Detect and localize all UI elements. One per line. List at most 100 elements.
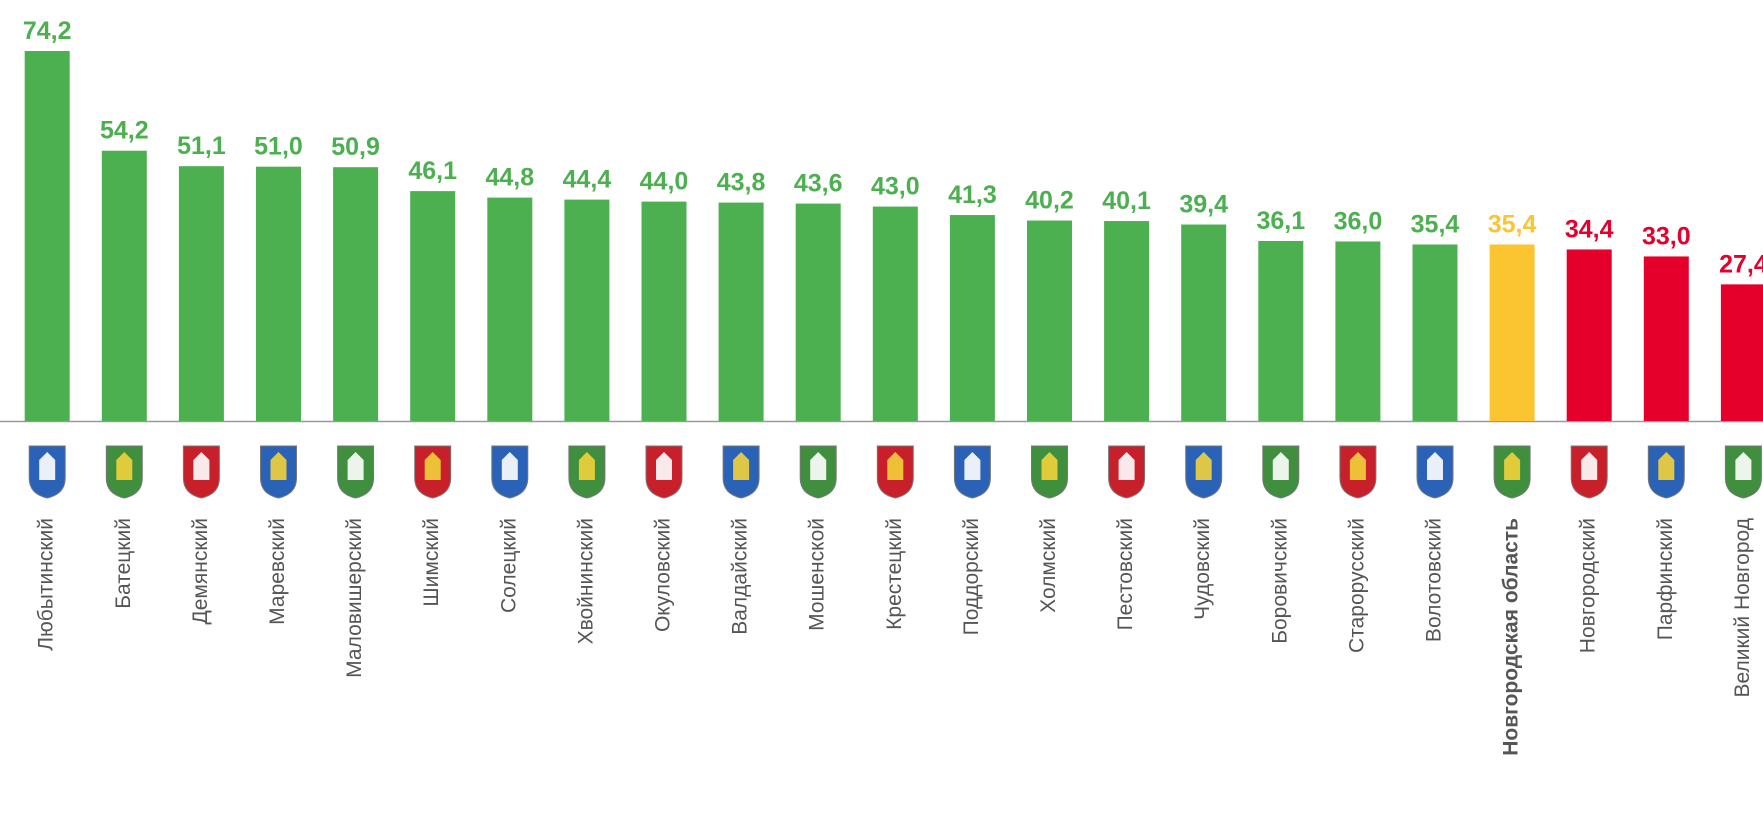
emblem xyxy=(28,445,66,499)
emblem-figure xyxy=(1272,452,1289,480)
emblem-figure xyxy=(347,452,364,480)
emblem-figure xyxy=(964,452,981,480)
emblem xyxy=(722,445,760,499)
emblem-figure xyxy=(1658,452,1675,480)
emblem xyxy=(1647,445,1685,499)
category-label: Хвойнинский xyxy=(574,518,597,644)
emblem xyxy=(876,445,914,499)
emblem xyxy=(105,445,143,499)
emblem xyxy=(1570,445,1608,499)
emblem-figure xyxy=(39,452,56,480)
emblem-figure xyxy=(270,452,287,480)
value-label: 51,0 xyxy=(254,133,303,161)
emblem xyxy=(491,445,529,499)
bar xyxy=(718,202,764,421)
bar xyxy=(1258,240,1304,421)
emblem-figure xyxy=(1349,452,1366,480)
emblem xyxy=(1031,445,1068,499)
value-label: 40,2 xyxy=(1025,187,1074,215)
bar xyxy=(795,203,841,421)
emblem-figure xyxy=(1118,452,1135,480)
value-label: 36,0 xyxy=(1334,207,1383,235)
value-label: 39,4 xyxy=(1179,191,1228,219)
value-label: 36,1 xyxy=(1256,207,1305,235)
bar xyxy=(101,150,147,421)
value-label: 51,1 xyxy=(177,132,226,160)
value-label: 46,1 xyxy=(408,157,457,185)
emblem-figure xyxy=(1427,452,1443,480)
category-label: Боровичский xyxy=(1268,518,1291,644)
emblem-figure xyxy=(1735,452,1752,480)
category-label: Парфинский xyxy=(1654,518,1677,640)
emblem-figure xyxy=(1581,452,1598,480)
category-label: Крестецкий xyxy=(883,518,906,630)
emblem xyxy=(182,445,220,499)
category-label: Любытинский xyxy=(35,518,58,651)
bar xyxy=(333,167,379,421)
bar xyxy=(1027,220,1072,421)
category-label: Демянский xyxy=(189,518,212,624)
emblem-figure xyxy=(116,452,133,480)
value-label: 50,9 xyxy=(331,133,380,161)
bar xyxy=(1181,224,1227,421)
category-label: Чудовский xyxy=(1191,518,1214,620)
emblem xyxy=(337,445,375,499)
emblem xyxy=(953,445,991,499)
bar xyxy=(1720,284,1763,421)
bar xyxy=(641,201,687,421)
bar xyxy=(410,191,456,421)
emblem xyxy=(414,445,452,499)
emblem xyxy=(1724,445,1762,499)
category-label: Великий Новгород xyxy=(1731,518,1754,697)
emblem-figure xyxy=(193,452,210,480)
emblem xyxy=(799,445,837,499)
bar xyxy=(1489,244,1535,421)
bar xyxy=(1104,221,1150,421)
bar xyxy=(1412,244,1458,421)
value-label: 44,8 xyxy=(485,164,534,192)
value-label: 35,4 xyxy=(1411,210,1460,238)
emblem xyxy=(260,445,297,499)
value-label: 44,0 xyxy=(640,168,689,196)
emblem-figure xyxy=(656,452,672,480)
value-label: 27,4 xyxy=(1719,250,1763,278)
emblem-figure xyxy=(1195,452,1212,480)
category-label: Поддорский xyxy=(960,518,983,635)
category-label: Новгородский xyxy=(1577,518,1600,653)
emblem-figure xyxy=(501,452,518,480)
bar xyxy=(1643,256,1689,421)
emblem xyxy=(1416,445,1454,499)
value-label: 34,4 xyxy=(1565,215,1614,243)
category-label: Шимский xyxy=(420,518,443,607)
value-label: 43,0 xyxy=(871,173,920,201)
category-label: Валдайский xyxy=(729,518,752,635)
value-label: 74,2 xyxy=(23,17,72,45)
emblem-figure xyxy=(887,452,904,480)
bar xyxy=(564,199,610,421)
bar xyxy=(949,215,995,421)
emblem xyxy=(1108,445,1146,499)
category-label: Пестовский xyxy=(1114,518,1137,630)
emblem-figure xyxy=(424,452,441,480)
emblem-figure xyxy=(578,452,595,480)
emblem xyxy=(1339,445,1377,499)
category-label: Новгородская область xyxy=(1500,518,1523,756)
bar xyxy=(1335,241,1381,421)
value-label: 44,4 xyxy=(563,166,612,194)
emblem-figure xyxy=(733,452,750,480)
bar xyxy=(872,206,918,421)
category-label: Мошенской xyxy=(806,518,829,631)
emblem-figure xyxy=(1504,452,1521,480)
bar xyxy=(24,51,70,421)
emblem xyxy=(645,445,683,499)
category-label: Волотовский xyxy=(1423,518,1446,642)
bar xyxy=(256,166,301,421)
category-label: Маревский xyxy=(266,518,289,625)
value-label: 35,4 xyxy=(1488,210,1537,238)
value-label: 54,2 xyxy=(100,117,149,145)
category-label: Солецкий xyxy=(497,518,520,613)
value-label: 41,3 xyxy=(948,181,997,209)
category-label: Холмский xyxy=(1037,518,1060,613)
emblem xyxy=(1185,445,1223,499)
